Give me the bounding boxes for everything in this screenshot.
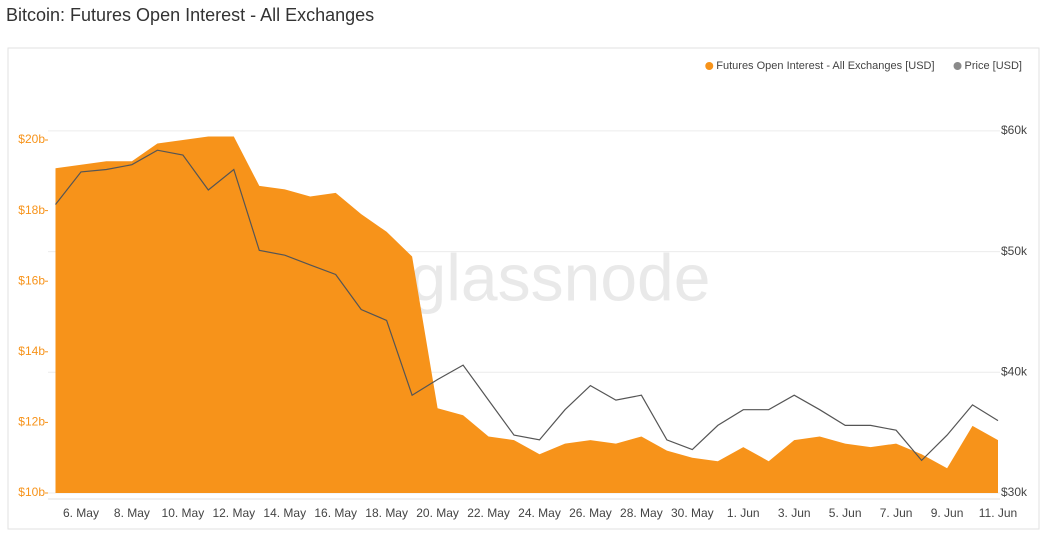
x-tick-label: 5. Jun bbox=[829, 506, 862, 520]
y2-tick-label: $30k bbox=[1001, 485, 1028, 499]
x-tick-label: 10. May bbox=[162, 506, 205, 520]
x-tick-label: 11. Jun bbox=[979, 506, 1017, 520]
x-tick-label: 30. May bbox=[671, 506, 714, 520]
y-tick-label: $20b bbox=[18, 132, 45, 146]
x-tick-label: 18. May bbox=[365, 506, 408, 520]
watermark: glassnode bbox=[410, 240, 711, 314]
legend-label: Futures Open Interest - All Exchanges [U… bbox=[716, 60, 934, 72]
x-tick-label: 22. May bbox=[467, 506, 510, 520]
x-tick-label: 14. May bbox=[263, 506, 306, 520]
area bbox=[55, 136, 998, 493]
x-tick-label: 26. May bbox=[569, 506, 612, 520]
x-tick-label: 16. May bbox=[314, 506, 357, 520]
x-tick-label: 6. May bbox=[63, 506, 99, 520]
y2-tick-label: $50k bbox=[1001, 244, 1028, 258]
x-tick-label: 3. Jun bbox=[778, 506, 811, 520]
y2-tick-label: $60k bbox=[1001, 123, 1028, 137]
legend-label: Price [USD] bbox=[965, 60, 1022, 72]
x-tick-label: 9. Jun bbox=[931, 506, 964, 520]
y-tick-label: $18b bbox=[18, 203, 45, 217]
x-tick-label: 24. May bbox=[518, 506, 561, 520]
y-tick-label: $14b bbox=[18, 344, 45, 358]
line bbox=[55, 149, 999, 462]
x-tick-label: 12. May bbox=[212, 506, 255, 520]
y-tick-label: $10b bbox=[18, 485, 45, 499]
x-tick-label: 7. Jun bbox=[880, 506, 913, 520]
y-tick-label: $16b bbox=[18, 273, 45, 287]
x-tick-label: 28. May bbox=[620, 506, 663, 520]
x-tick-label: 8. May bbox=[114, 506, 150, 520]
y2-tick-label: $40k bbox=[1001, 364, 1028, 378]
chart-title: Bitcoin: Futures Open Interest - All Exc… bbox=[6, 5, 374, 25]
x-tick-label: 1. Jun bbox=[727, 506, 760, 520]
legend-marker bbox=[953, 62, 962, 70]
y-tick-label: $12b bbox=[18, 415, 45, 429]
x-tick-label: 20. May bbox=[416, 506, 459, 520]
legend-marker bbox=[705, 62, 714, 70]
